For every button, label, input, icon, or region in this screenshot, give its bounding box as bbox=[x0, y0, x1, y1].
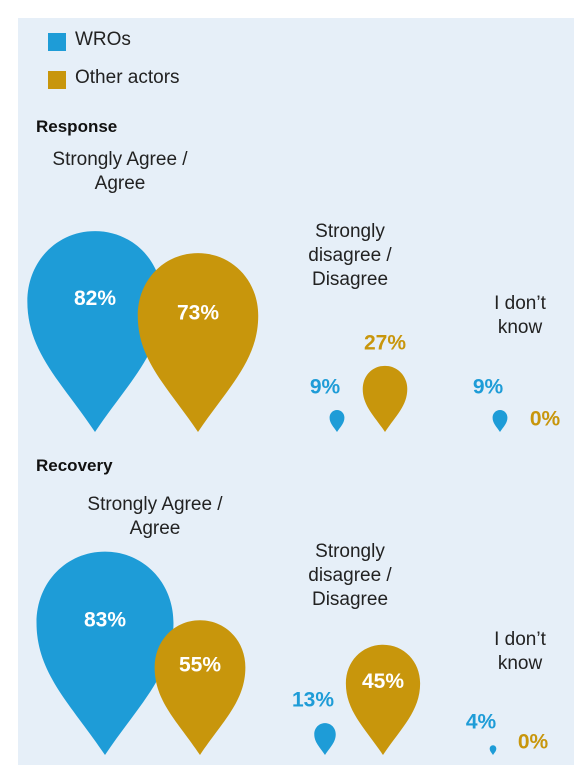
value-label: 13% bbox=[292, 689, 334, 712]
drop bbox=[36, 551, 174, 755]
drop bbox=[137, 253, 259, 432]
value-label: 9% bbox=[473, 375, 504, 398]
value-label: 83% bbox=[84, 608, 126, 631]
category-label: Strongly disagree / Disagree bbox=[308, 541, 392, 610]
value-label: 82% bbox=[74, 287, 116, 310]
value-label: 27% bbox=[364, 331, 406, 354]
value-label: 0% bbox=[518, 731, 549, 754]
category-label: Strongly Agree / Agree bbox=[52, 149, 188, 194]
category-label: I don’t know bbox=[494, 629, 546, 674]
panel-title: Recovery bbox=[36, 456, 113, 475]
drop bbox=[329, 409, 345, 432]
drop bbox=[492, 409, 508, 432]
panel-title: Response bbox=[36, 117, 118, 136]
legend-label: Other actors bbox=[75, 67, 180, 88]
legend-swatch bbox=[48, 71, 66, 89]
value-label: 0% bbox=[530, 408, 561, 431]
category-label: Strongly Agree / Agree bbox=[87, 494, 223, 539]
drop bbox=[362, 365, 408, 432]
value-label: 9% bbox=[310, 375, 341, 398]
value-label: 45% bbox=[362, 670, 404, 693]
value-label: 73% bbox=[177, 302, 219, 325]
drop bbox=[154, 620, 246, 755]
drop bbox=[27, 231, 163, 432]
value-label: 4% bbox=[466, 711, 497, 734]
value-label: 55% bbox=[179, 654, 221, 677]
drop bbox=[345, 644, 421, 755]
legend-label: WROs bbox=[75, 29, 131, 50]
legend-swatch bbox=[48, 33, 66, 51]
drop bbox=[314, 723, 336, 755]
drop bbox=[489, 745, 497, 755]
category-label: Strongly disagree / Disagree bbox=[308, 221, 392, 290]
category-label: I don’t know bbox=[494, 293, 546, 338]
